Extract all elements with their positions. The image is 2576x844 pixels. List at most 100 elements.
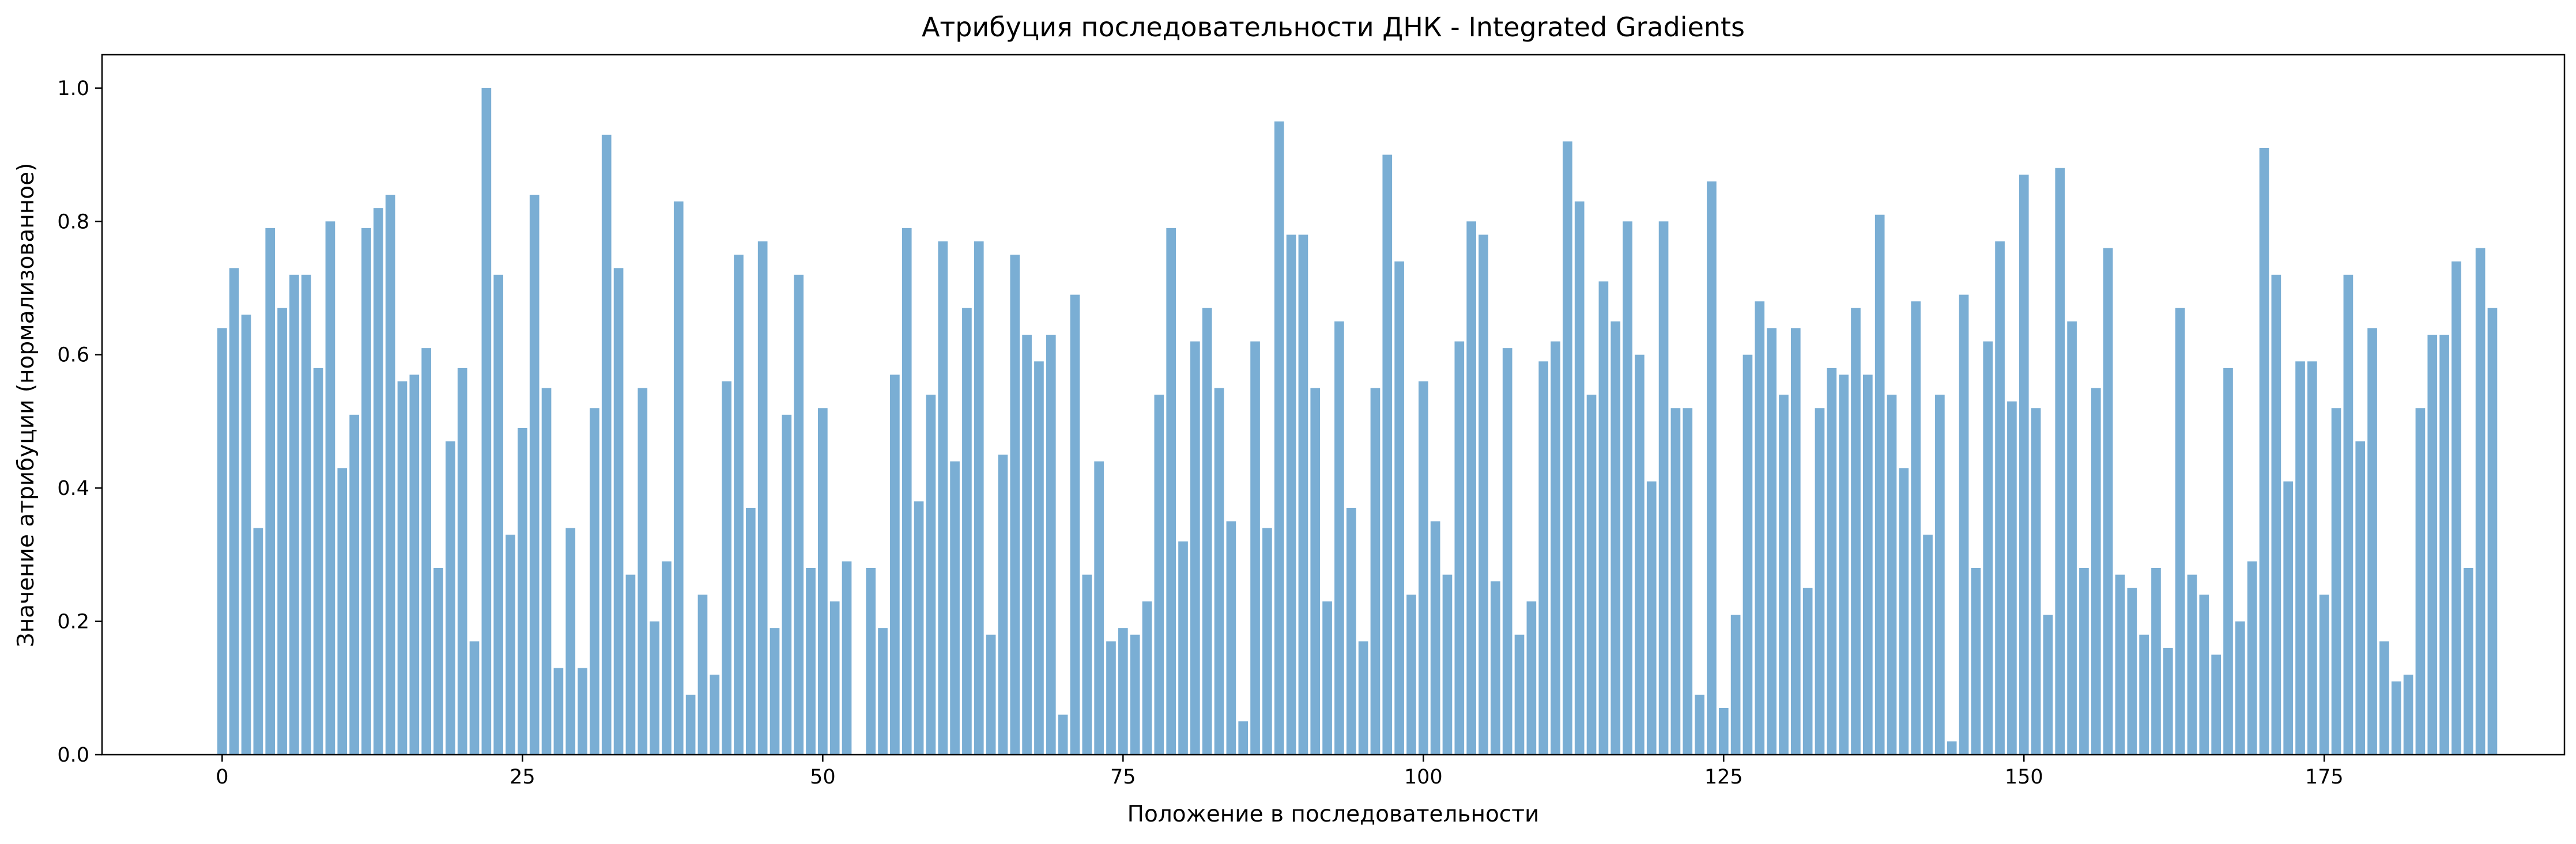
bar	[2475, 248, 2486, 755]
bar	[2415, 408, 2426, 755]
bar	[1406, 595, 1416, 755]
bar	[1046, 335, 1056, 755]
bar	[1022, 335, 1032, 755]
bar	[1274, 121, 1284, 755]
bar	[1214, 388, 1224, 755]
bar	[397, 381, 408, 755]
bar	[2115, 574, 2125, 755]
bar	[1514, 634, 1525, 755]
bar	[710, 675, 720, 755]
x-axis-ticks: 0 25 50 75 100 125 150 175	[216, 755, 2344, 789]
bar	[1130, 634, 1140, 755]
bar	[1466, 221, 1476, 755]
bar	[757, 241, 768, 755]
bar	[506, 535, 515, 755]
bar	[1106, 641, 1116, 755]
bar	[794, 274, 804, 755]
bar	[2355, 441, 2366, 755]
bar	[829, 601, 840, 755]
bar	[2223, 368, 2233, 755]
bar	[1755, 301, 1765, 755]
bar	[289, 274, 299, 755]
bar	[734, 255, 744, 755]
bar	[950, 461, 960, 755]
bar	[1611, 321, 1621, 755]
bar	[1034, 361, 1044, 755]
bar	[2403, 675, 2413, 755]
bar	[421, 348, 431, 755]
bar	[2391, 681, 2401, 755]
bar	[2151, 568, 2161, 755]
bar	[1190, 341, 1200, 755]
bar	[1995, 241, 2005, 755]
bar	[1646, 481, 1657, 755]
bar	[1695, 694, 1704, 755]
bar	[1382, 154, 1393, 755]
bar	[1178, 541, 1188, 755]
bar	[2331, 408, 2341, 755]
bar	[1827, 368, 1837, 755]
bar	[1298, 234, 1308, 755]
bar	[409, 374, 420, 755]
bar	[2367, 328, 2377, 755]
bar	[1538, 361, 1549, 755]
y-tick-label: 0.4	[57, 477, 89, 500]
bar	[2235, 621, 2245, 755]
bar	[1346, 508, 1356, 755]
bar	[1070, 294, 1080, 755]
bar	[1767, 328, 1777, 755]
bar	[457, 368, 467, 755]
chart-title: Атрибуция последовательности ДНК - Integ…	[922, 12, 1745, 43]
x-axis-label: Положение в последовательности	[1127, 801, 1540, 827]
bar	[1262, 528, 1272, 755]
bar	[518, 428, 527, 755]
bar	[650, 621, 659, 755]
bar	[1502, 348, 1513, 755]
bar	[481, 88, 492, 755]
bar	[842, 561, 852, 755]
bar	[1971, 568, 1981, 755]
bar	[2211, 654, 2221, 755]
bar	[1923, 535, 1933, 755]
bar	[2055, 168, 2065, 755]
bar	[1574, 201, 1585, 755]
bar	[2271, 274, 2281, 755]
bar	[1959, 294, 1969, 755]
bar	[1238, 721, 1249, 755]
bar	[2379, 641, 2389, 755]
bar	[697, 595, 708, 755]
bar	[974, 241, 984, 755]
bar	[1551, 341, 1560, 755]
bar	[601, 134, 612, 755]
bar	[613, 268, 624, 755]
bar	[2199, 595, 2209, 755]
bar	[902, 228, 912, 755]
bar	[578, 668, 587, 755]
bar	[1707, 181, 1717, 755]
bar	[325, 221, 335, 755]
bar	[1623, 221, 1632, 755]
bar	[1094, 461, 1104, 755]
bar	[1370, 388, 1381, 755]
bar	[938, 241, 948, 755]
bar	[2007, 401, 2017, 755]
bar	[229, 268, 239, 755]
bar	[638, 388, 648, 755]
bar	[890, 374, 900, 755]
bar	[277, 308, 287, 755]
bar	[253, 528, 263, 755]
bar	[1911, 301, 1921, 755]
y-tick-label: 1.0	[57, 77, 89, 100]
bar	[2307, 361, 2317, 755]
y-axis-label: Значение атрибуции (нормализованное)	[13, 163, 39, 648]
bar	[313, 368, 323, 755]
bar	[1598, 281, 1609, 755]
bar	[433, 568, 443, 755]
bar	[2139, 634, 2149, 755]
bar	[1430, 521, 1440, 755]
bar	[337, 468, 348, 755]
bar	[2127, 588, 2137, 755]
bar	[1526, 601, 1537, 755]
bar	[722, 381, 731, 755]
bar	[1082, 574, 1092, 755]
